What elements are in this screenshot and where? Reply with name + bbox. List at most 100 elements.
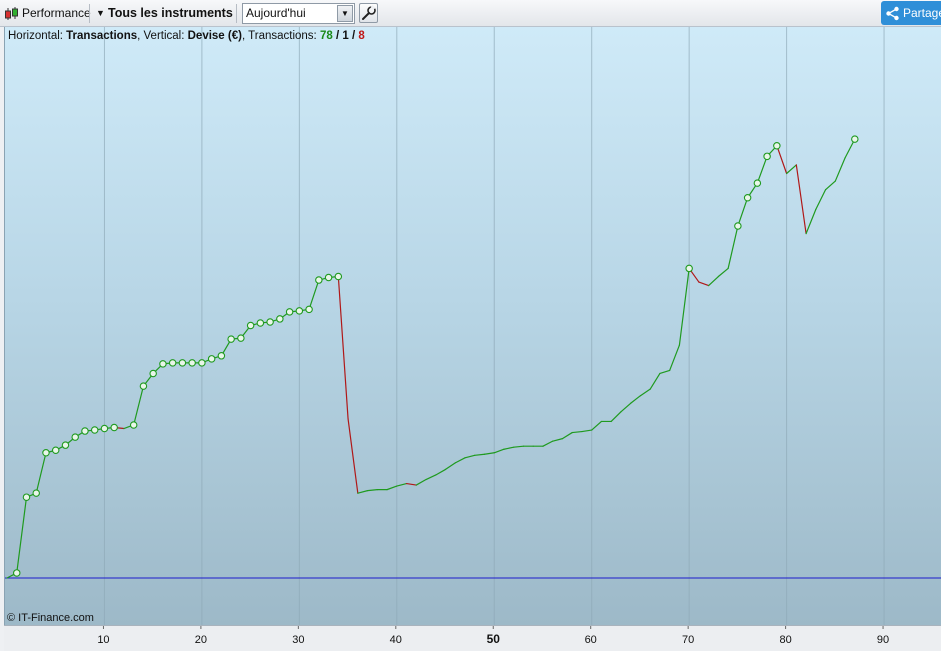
equity-segment xyxy=(396,482,408,487)
performance-menu[interactable]: Performance xyxy=(22,6,91,20)
equity-point xyxy=(129,421,138,429)
x-tick-label: 70 xyxy=(682,634,694,646)
equity-point xyxy=(276,315,284,323)
transactions-sep: / xyxy=(348,30,359,42)
equity-point xyxy=(149,369,157,378)
equity-chart-plot[interactable] xyxy=(5,27,941,625)
equity-segment xyxy=(483,452,495,455)
equity-segment xyxy=(727,225,739,270)
equity-segment xyxy=(717,267,729,278)
equity-point xyxy=(139,382,148,390)
transactions-sep: / xyxy=(332,30,343,42)
equity-segment xyxy=(435,468,447,476)
equity-point xyxy=(743,193,752,202)
equity-segment xyxy=(815,189,827,210)
x-tick-label: 60 xyxy=(585,634,597,646)
equity-point xyxy=(168,359,177,367)
equity-segment xyxy=(464,454,476,459)
equity-segment xyxy=(756,155,768,184)
equity-point xyxy=(315,276,323,284)
horizontal-value: Transactions xyxy=(66,30,138,42)
equity-chart[interactable]: Horizontal: Transactions, Vertical: Devi… xyxy=(4,27,941,625)
equity-point xyxy=(763,152,771,161)
equity-point xyxy=(305,305,313,314)
share-icon xyxy=(886,6,899,21)
equity-point xyxy=(217,352,226,360)
transactions-total: 78 xyxy=(319,30,333,42)
equity-point xyxy=(227,335,235,343)
toolbar: Performance ▼ Tous les instruments Aujou… xyxy=(0,0,941,27)
equity-segment xyxy=(678,267,690,346)
equity-segment xyxy=(785,164,797,175)
horizontal-prefix: Horizontal: xyxy=(8,30,67,42)
equity-segment xyxy=(308,279,320,310)
equity-point xyxy=(100,424,109,433)
equity-segment xyxy=(776,145,788,175)
equity-segment xyxy=(561,431,573,440)
equity-point xyxy=(198,359,206,367)
equity-point xyxy=(256,319,265,327)
equity-segment xyxy=(834,157,846,182)
share-label: Partager xyxy=(903,6,941,20)
x-tick-label: 90 xyxy=(877,634,889,646)
vertical-value: Devise (€) xyxy=(187,30,242,42)
share-button[interactable]: Partager xyxy=(881,1,941,25)
equity-segment xyxy=(503,446,515,450)
equity-segment xyxy=(571,430,583,434)
equity-segment xyxy=(630,395,642,404)
equity-point xyxy=(285,308,294,316)
equity-point xyxy=(295,307,304,315)
copyright-label: © IT-Finance.com xyxy=(7,612,94,624)
transactions-neutral: 1 xyxy=(342,30,349,42)
equity-segment xyxy=(824,180,836,191)
equity-point xyxy=(42,449,50,457)
equity-segment xyxy=(610,411,622,423)
equity-point xyxy=(22,493,31,501)
equity-segment xyxy=(357,490,369,494)
equity-point xyxy=(51,446,60,454)
equity-point xyxy=(246,321,255,330)
equity-segment xyxy=(454,457,466,464)
equity-point xyxy=(324,273,333,282)
equity-point xyxy=(81,427,89,435)
equity-segment xyxy=(581,429,593,433)
equity-segment xyxy=(795,164,807,235)
vertical-prefix: , Vertical: xyxy=(137,30,188,42)
equity-segment xyxy=(405,482,417,486)
chevron-down-icon[interactable]: ▼ xyxy=(337,5,353,22)
triangle-down-icon[interactable]: ▼ xyxy=(96,8,105,18)
equity-segment xyxy=(337,275,349,420)
equity-point xyxy=(110,423,118,432)
equity-point xyxy=(266,318,274,326)
x-tick-label: 80 xyxy=(779,634,791,646)
equity-point xyxy=(851,135,859,143)
wrench-icon xyxy=(362,5,376,20)
equity-segment xyxy=(425,474,437,481)
toolbar-divider xyxy=(89,4,90,23)
equity-segment xyxy=(649,372,661,390)
equity-segment xyxy=(591,420,603,431)
settings-button[interactable] xyxy=(359,3,378,23)
equity-segment xyxy=(35,452,47,494)
equity-segment xyxy=(698,281,710,287)
equity-point xyxy=(685,264,693,273)
equity-segment xyxy=(493,448,505,454)
equity-segment xyxy=(552,438,564,442)
period-select-value: Aujourd'hui xyxy=(246,6,306,20)
equity-point xyxy=(71,433,79,441)
instruments-dropdown[interactable]: Tous les instruments xyxy=(108,6,233,20)
equity-segment xyxy=(415,478,427,486)
x-tick-label: 30 xyxy=(292,634,304,646)
x-tick-label: 10 xyxy=(97,634,109,646)
equity-point xyxy=(159,360,167,368)
equity-point xyxy=(188,359,196,367)
transactions-losing: 8 xyxy=(358,30,365,42)
equity-segment xyxy=(708,275,719,287)
x-tick-label: 20 xyxy=(195,634,207,646)
x-axis-ticks: 10 20 30 40 50 60 70 80 90 xyxy=(97,626,889,646)
equity-point xyxy=(753,179,762,187)
equity-point xyxy=(334,272,343,281)
period-select[interactable]: Aujourd'hui ▼ xyxy=(242,3,355,24)
equity-point xyxy=(237,334,245,342)
equity-segment xyxy=(347,418,359,494)
